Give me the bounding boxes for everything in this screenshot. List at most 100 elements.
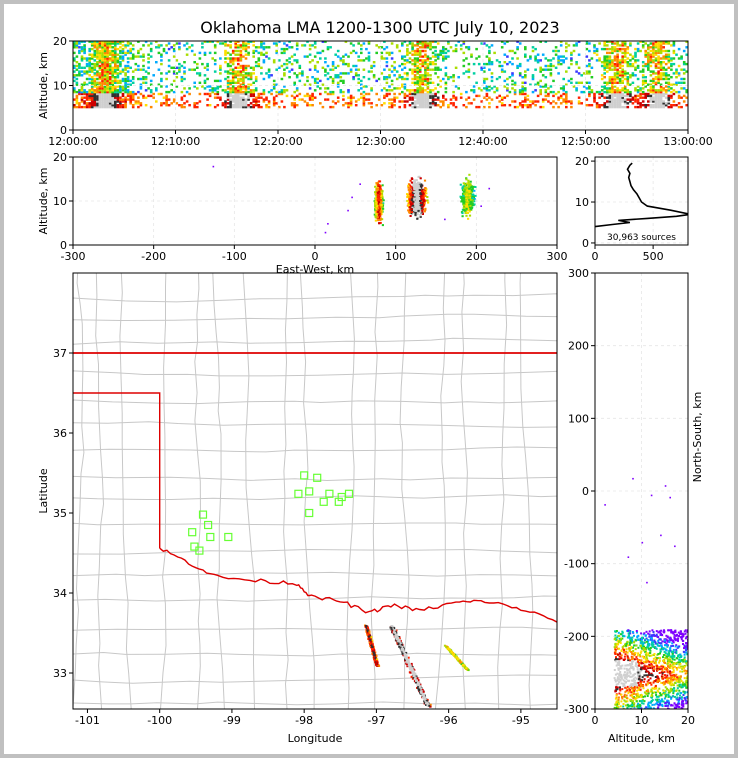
source-pixel	[431, 55, 435, 58]
source-pixel	[365, 57, 368, 60]
ew-source-pixel	[409, 207, 412, 210]
source-pixel	[562, 59, 565, 62]
source-pixel	[429, 104, 432, 107]
source-pixel	[383, 102, 386, 105]
source-pixel	[124, 89, 127, 92]
source-pixel	[657, 105, 660, 109]
source-pixel	[659, 44, 663, 47]
source-pixel	[631, 81, 635, 84]
source-pixel	[603, 61, 606, 64]
source-pixel	[534, 68, 537, 71]
source-pixel	[565, 46, 568, 49]
ew-source-pixel	[461, 195, 464, 198]
source-pixel	[454, 44, 458, 47]
source-pixel	[595, 105, 599, 109]
source-pixel	[629, 74, 632, 77]
source-pixel	[265, 105, 268, 109]
source-pixel	[160, 55, 163, 58]
source-pixel	[664, 102, 668, 105]
source-pixel	[226, 96, 230, 99]
source-pixel	[331, 62, 335, 66]
source-pixel	[421, 79, 425, 83]
source-pixel	[439, 53, 442, 56]
source-pixel	[390, 57, 394, 60]
source-pixel	[623, 59, 627, 62]
source-pixel	[193, 81, 196, 84]
source-pixel	[224, 51, 227, 55]
ew-source-pixel	[413, 204, 417, 207]
ew-source-pixel	[416, 216, 419, 219]
source-pixel	[467, 76, 471, 79]
source-pixel	[644, 42, 647, 45]
source-pixel	[503, 42, 507, 45]
source-pixel	[229, 64, 232, 68]
source-pixel	[421, 76, 425, 79]
source-pixel	[557, 90, 560, 94]
source-pixel	[360, 87, 363, 90]
source-pixel	[319, 87, 322, 90]
source-pixel	[647, 47, 650, 51]
source-pixel	[106, 57, 109, 60]
source-pixel	[226, 94, 230, 98]
source-pixel	[111, 79, 114, 83]
source-pixel	[539, 59, 542, 62]
source-pixel	[513, 90, 517, 94]
source-pixel	[321, 49, 325, 53]
source-pixel	[106, 87, 109, 90]
source-pixel	[119, 102, 122, 105]
source-pixel	[149, 94, 153, 98]
source-pixel	[254, 100, 258, 103]
source-pixel	[80, 46, 84, 49]
source-pixel	[126, 44, 130, 47]
source-pixel	[418, 102, 422, 105]
source-pixel	[324, 98, 327, 101]
source-pixel	[270, 89, 273, 92]
source-pixel	[126, 70, 130, 73]
source-pixel	[224, 70, 227, 73]
source-pixel	[124, 74, 127, 77]
source-pixel	[96, 102, 99, 105]
source-pixel	[237, 70, 240, 73]
source-pixel	[237, 104, 240, 107]
source-pixel	[152, 96, 155, 99]
source-pixel	[524, 100, 527, 103]
source-pixel	[75, 41, 79, 43]
source-pixel	[116, 94, 120, 98]
source-pixel	[106, 66, 109, 69]
source-pixel	[149, 42, 153, 45]
ew-source-pixel	[421, 209, 424, 212]
source-pixel	[608, 68, 612, 71]
ew-source-pixel	[407, 204, 410, 207]
source-pixel	[408, 61, 412, 64]
source-pixel	[401, 42, 404, 45]
source-pixel	[408, 57, 412, 60]
ew-source-pixel	[412, 182, 415, 185]
source-pixel	[272, 59, 276, 62]
ew-source-pixel	[417, 200, 420, 203]
source-pixel	[621, 70, 624, 73]
source-pixel	[93, 81, 97, 84]
source-pixel	[659, 96, 663, 99]
source-pixel	[185, 90, 189, 94]
source-pixel	[103, 44, 107, 47]
source-pixel	[139, 87, 143, 90]
source-pixel	[513, 81, 517, 84]
source-pixel	[103, 64, 107, 68]
source-pixel	[493, 85, 496, 88]
source-pixel	[155, 87, 158, 90]
source-pixel	[295, 87, 299, 90]
source-pixel	[73, 66, 76, 69]
source-pixel	[680, 105, 683, 109]
source-pixel	[183, 72, 186, 75]
source-pixel	[229, 57, 232, 60]
source-pixel	[652, 44, 655, 47]
source-pixel	[472, 62, 476, 66]
source-pixel	[598, 96, 601, 99]
source-pixel	[411, 70, 414, 73]
source-pixel	[506, 83, 509, 86]
source-pixel	[483, 96, 486, 99]
source-pixel	[280, 51, 284, 55]
source-pixel	[418, 41, 422, 43]
source-pixel	[636, 85, 640, 88]
source-pixel	[603, 64, 606, 68]
